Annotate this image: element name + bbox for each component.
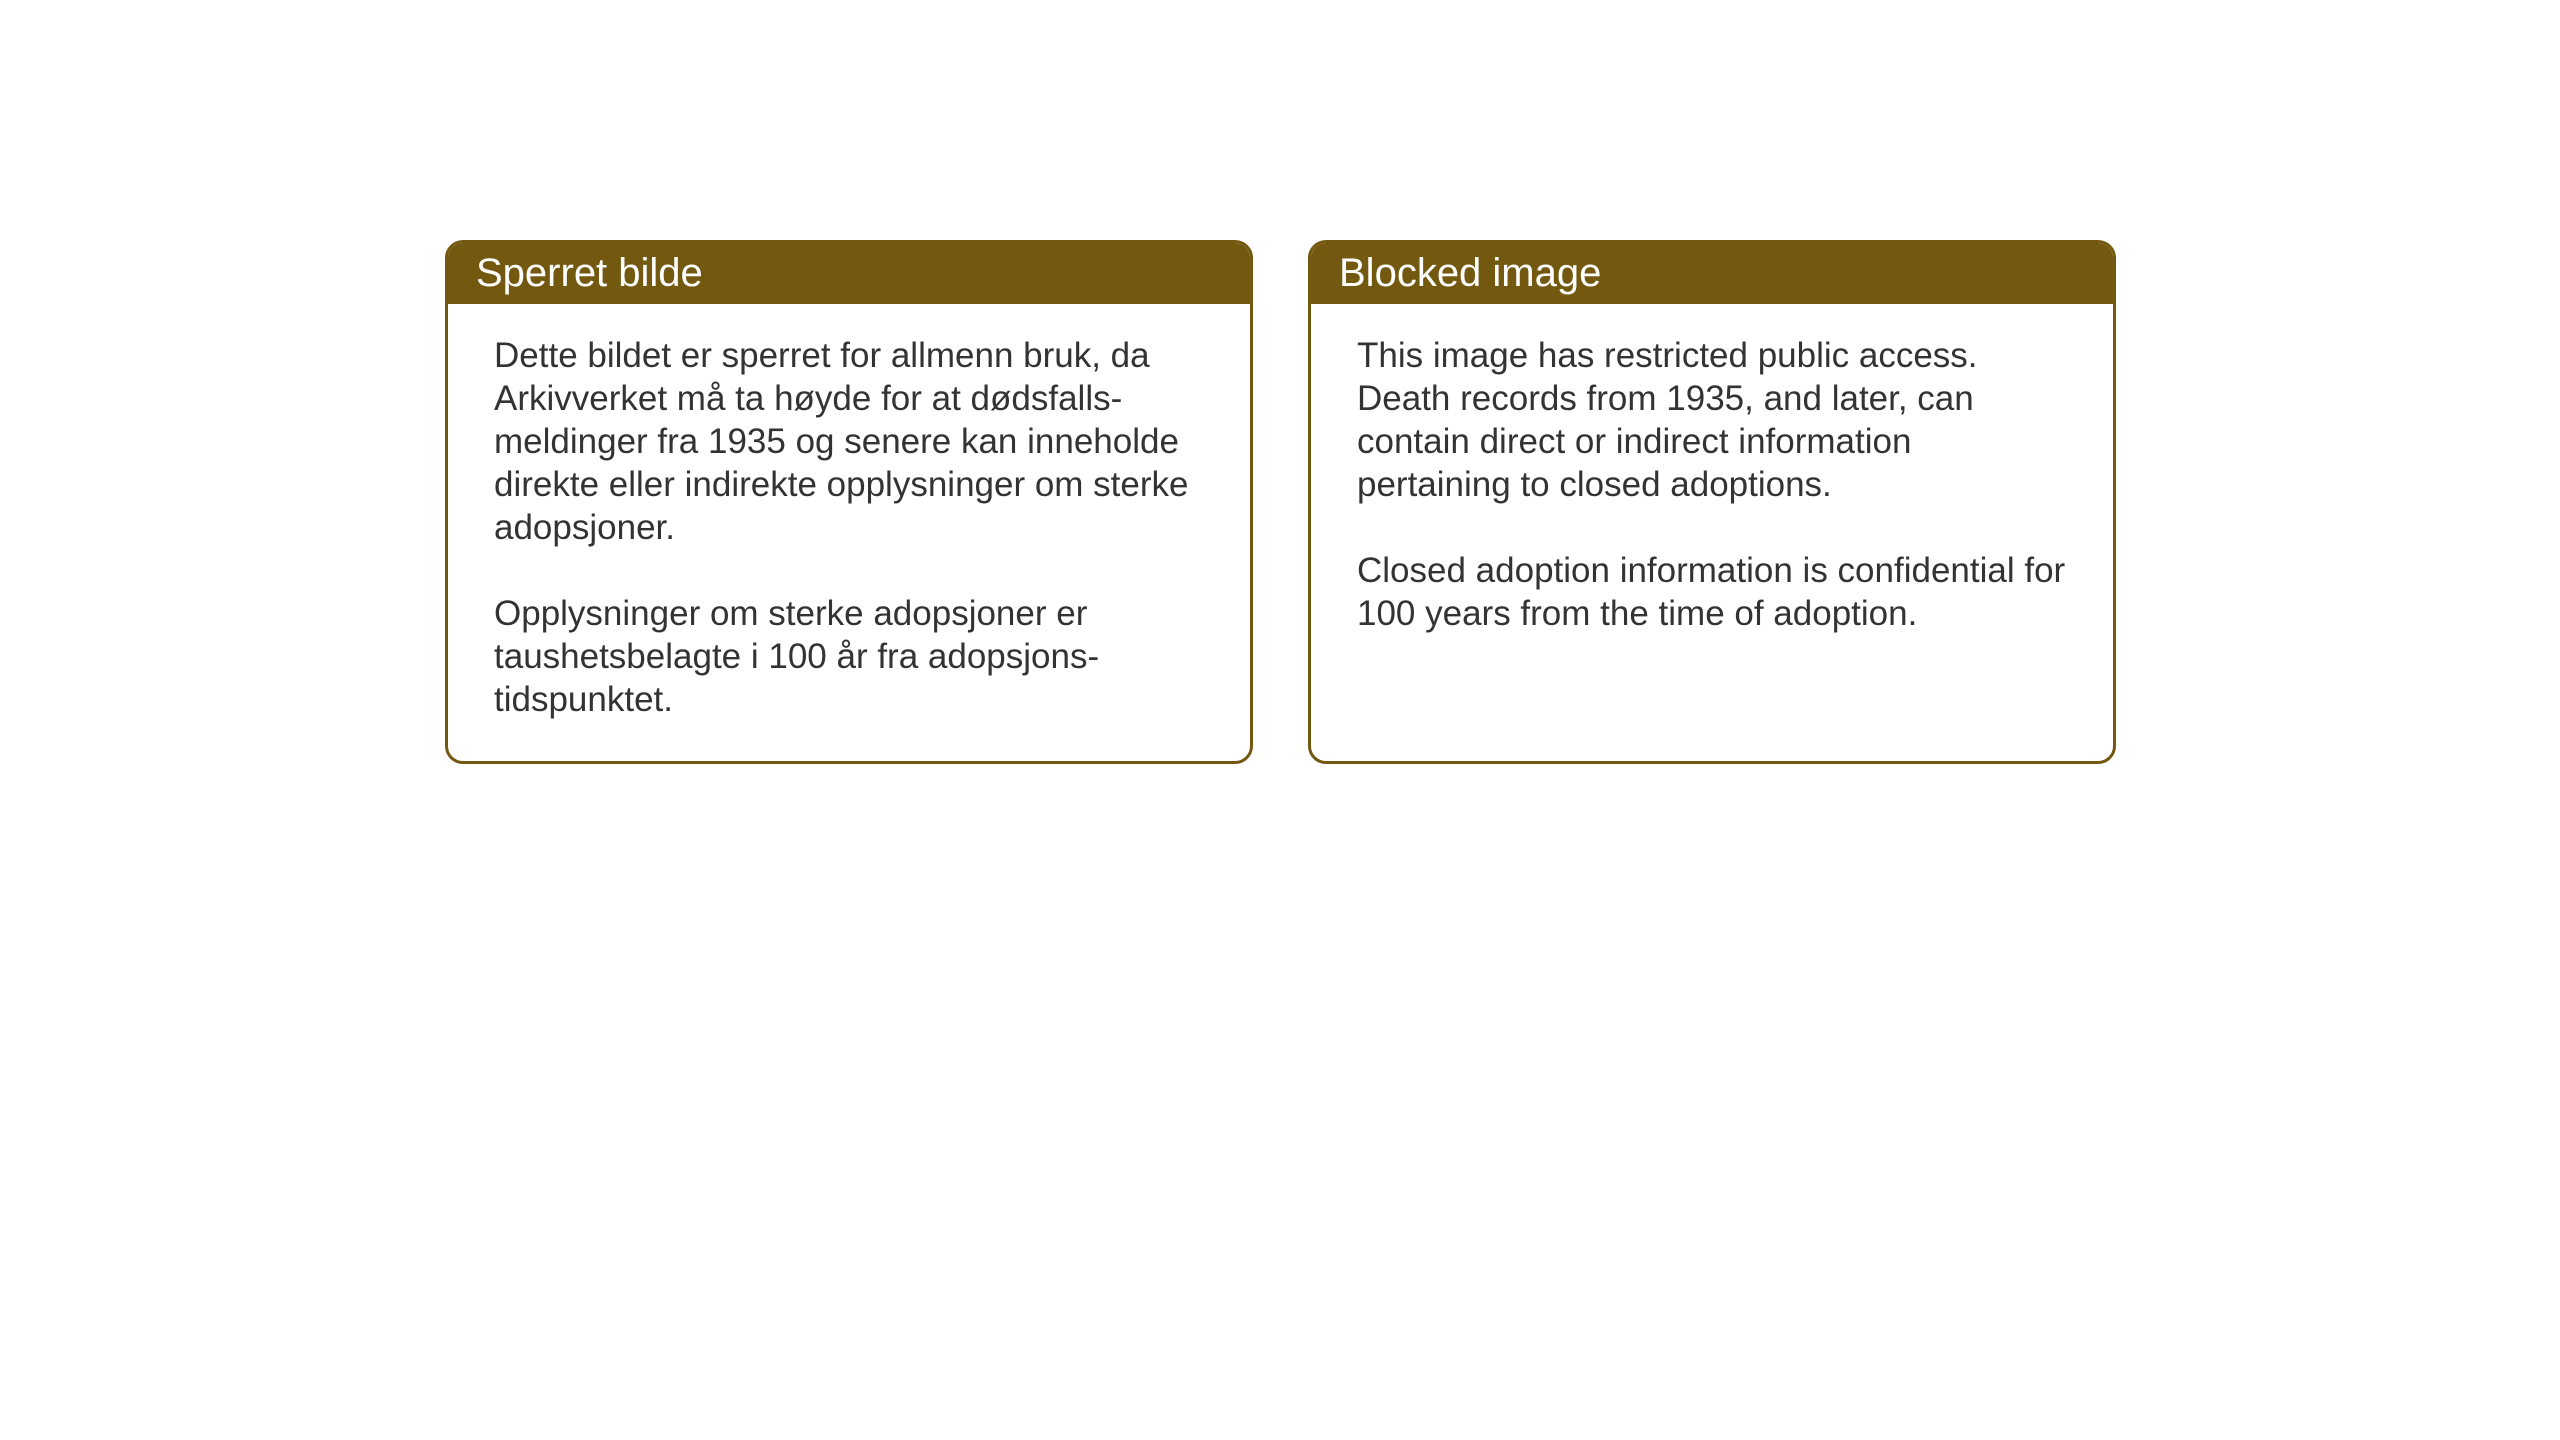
notice-box-english: Blocked image This image has restricted … [1308,240,2116,764]
notice-paragraph-2-norwegian: Opplysninger om sterke adopsjoner er tau… [494,592,1204,721]
notice-box-norwegian: Sperret bilde Dette bildet er sperret fo… [445,240,1253,764]
notice-paragraph-2-english: Closed adoption information is confident… [1357,549,2067,635]
notice-body-english: This image has restricted public access.… [1311,304,2113,675]
notice-header-norwegian: Sperret bilde [448,243,1250,304]
notice-header-english: Blocked image [1311,243,2113,304]
notice-paragraph-1-english: This image has restricted public access.… [1357,334,2067,506]
notices-container: Sperret bilde Dette bildet er sperret fo… [445,240,2116,764]
notice-paragraph-1-norwegian: Dette bildet er sperret for allmenn bruk… [494,334,1204,549]
notice-body-norwegian: Dette bildet er sperret for allmenn bruk… [448,304,1250,761]
